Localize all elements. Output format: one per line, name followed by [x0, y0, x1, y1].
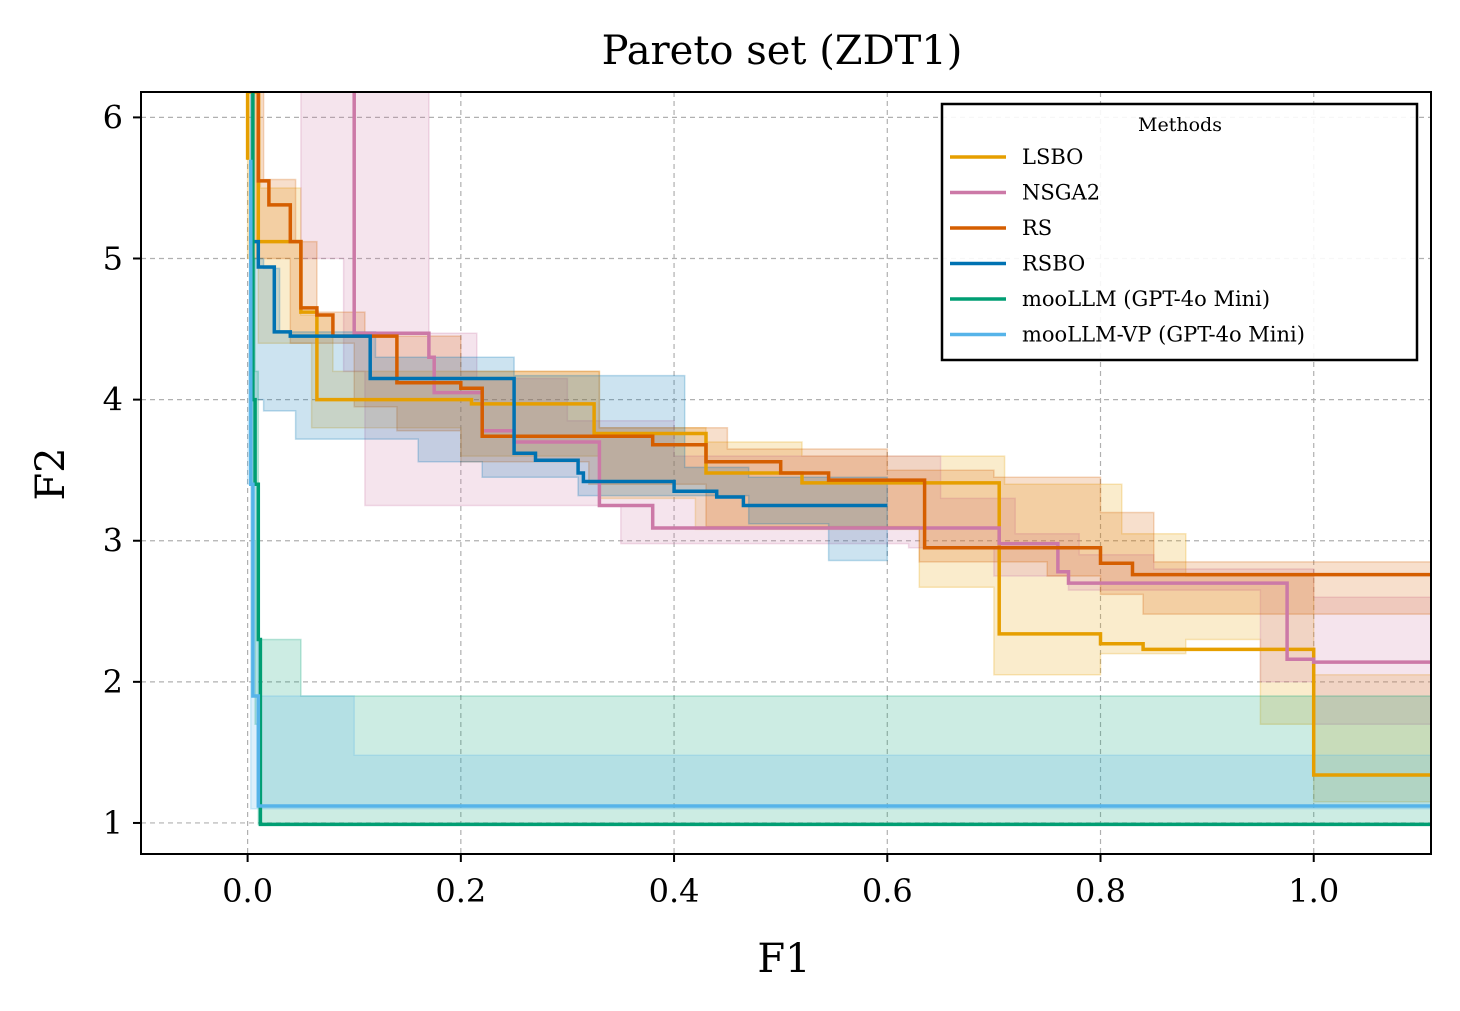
line-rs [256, 92, 1431, 577]
chart-title: Pareto set (ZDT1) [602, 28, 963, 74]
y-tick-label: 5 [103, 240, 123, 278]
y-tick-label: 6 [103, 98, 123, 136]
x-tick-label: 0.4 [649, 872, 700, 910]
line-nsga2 [352, 92, 1431, 664]
legend-title: Methods [1138, 114, 1222, 136]
axis-ticks: 0.0 0.2 0.4 0.6 0.8 1.0 1 2 3 4 5 6 [103, 98, 1340, 910]
legend-entries: LSBO NSGA2 RS RSBO mooLLM (GPT-4o Mini) mooLL… [950, 145, 1305, 347]
x-tick-label: 0.6 [862, 872, 913, 910]
band-lsbo [246, 92, 1431, 803]
band-rs [252, 92, 1431, 615]
line-rsbo [249, 230, 888, 508]
x-tick-label: 0.8 [1075, 872, 1126, 910]
series-lines [245, 92, 1431, 827]
y-tick-label: 3 [103, 522, 123, 560]
legend-label: NSGA2 [1022, 181, 1100, 205]
y-tick-label: 1 [103, 804, 123, 842]
x-axis-label: F1 [757, 936, 810, 982]
y-axis-label: F2 [28, 447, 74, 500]
plot-frame [140, 91, 1432, 855]
line-moollm-gpt-4o-mini- [251, 92, 1431, 827]
x-tick-label: 1.0 [1288, 872, 1339, 910]
line-moollm-vp-gpt-4o-mini- [249, 159, 1431, 808]
legend-label: LSBO [1022, 145, 1083, 169]
band-rsbo [250, 92, 889, 562]
x-tick-label: 0.0 [222, 872, 273, 910]
band-nsga2 [300, 92, 1431, 725]
legend-label: mooLLM-VP (GPT-4o Mini) [1022, 323, 1305, 347]
x-tick-label: 0.2 [435, 872, 486, 910]
legend-box [940, 102, 1419, 362]
legend-label: mooLLM (GPT-4o Mini) [1022, 287, 1270, 311]
legend: Methods LSBO NSGA2 RS RSBO mooLLM (GPT-4o Mi… [940, 102, 1419, 362]
legend-label: RS [1022, 216, 1052, 240]
y-tick-label: 4 [103, 381, 123, 419]
y-tick-label: 2 [103, 663, 123, 701]
legend-label: RSBO [1022, 252, 1085, 276]
